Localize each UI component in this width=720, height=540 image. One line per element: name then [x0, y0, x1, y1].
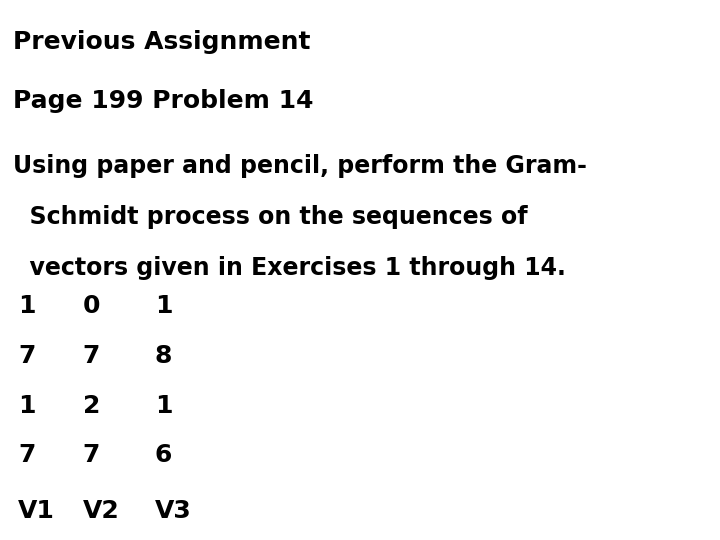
Text: 7: 7: [83, 344, 100, 368]
Text: V1: V1: [18, 500, 55, 523]
Text: 1: 1: [155, 394, 172, 417]
Text: Page 199 Problem 14: Page 199 Problem 14: [13, 89, 313, 113]
Text: Previous Assignment: Previous Assignment: [13, 30, 310, 53]
Text: 0: 0: [83, 294, 100, 318]
Text: 7: 7: [18, 344, 35, 368]
Text: V3: V3: [155, 500, 192, 523]
Text: 1: 1: [18, 394, 35, 417]
Text: 8: 8: [155, 344, 172, 368]
Text: 2: 2: [83, 394, 100, 417]
Text: 7: 7: [83, 443, 100, 467]
Text: Schmidt process on the sequences of: Schmidt process on the sequences of: [13, 205, 528, 229]
Text: Using paper and pencil, perform the Gram-: Using paper and pencil, perform the Gram…: [13, 154, 587, 178]
Text: 6: 6: [155, 443, 172, 467]
Text: V2: V2: [83, 500, 120, 523]
Text: 1: 1: [18, 294, 35, 318]
Text: vectors given in Exercises 1 through 14.: vectors given in Exercises 1 through 14.: [13, 256, 566, 280]
Text: 7: 7: [18, 443, 35, 467]
Text: 1: 1: [155, 294, 172, 318]
